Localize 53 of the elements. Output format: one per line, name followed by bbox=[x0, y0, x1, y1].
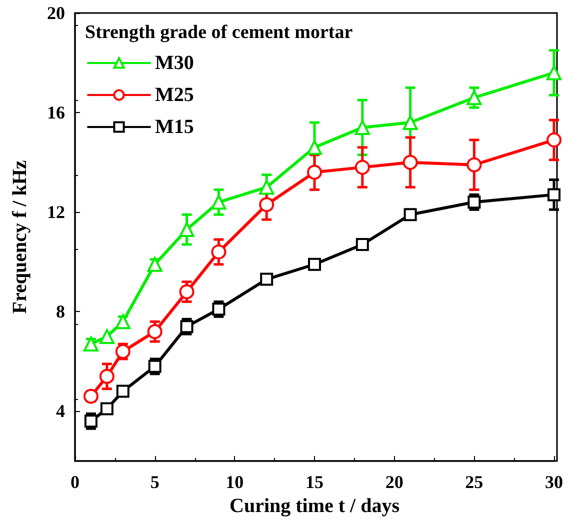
x-tick-label: 0 bbox=[70, 472, 80, 492]
x-tick-label: 25 bbox=[465, 472, 484, 492]
point bbox=[466, 157, 482, 172]
point bbox=[307, 164, 322, 180]
point bbox=[211, 244, 226, 260]
point bbox=[354, 160, 370, 175]
point bbox=[115, 314, 130, 330]
point bbox=[100, 402, 114, 416]
point bbox=[354, 120, 370, 135]
point bbox=[180, 320, 194, 334]
legend-title: Strength grade of cement mortar bbox=[85, 22, 354, 43]
x-tick-label: 10 bbox=[226, 472, 244, 492]
point bbox=[466, 90, 482, 106]
point bbox=[546, 132, 562, 148]
point bbox=[147, 256, 162, 272]
x-tick-label: 30 bbox=[545, 472, 563, 492]
point bbox=[147, 324, 162, 340]
point bbox=[148, 360, 162, 373]
legend-label: M15 bbox=[155, 116, 194, 138]
point bbox=[83, 336, 98, 352]
point bbox=[259, 197, 274, 212]
legend-label: M25 bbox=[155, 84, 194, 106]
x-tick-label: 20 bbox=[385, 472, 404, 492]
y-tick-label: 16 bbox=[47, 102, 65, 123]
y-axis-title: Frequency f / kHz bbox=[9, 160, 31, 314]
point bbox=[84, 414, 98, 428]
y-tick-label: 8 bbox=[56, 302, 65, 322]
point bbox=[99, 368, 114, 384]
point bbox=[307, 140, 322, 155]
point bbox=[259, 180, 274, 195]
point bbox=[211, 194, 226, 210]
point bbox=[548, 188, 560, 202]
point bbox=[212, 302, 226, 316]
x-tick-label: 15 bbox=[306, 472, 324, 492]
point bbox=[179, 284, 194, 300]
x-axis-title: Curing time t / days bbox=[230, 494, 400, 517]
point bbox=[402, 115, 418, 130]
point bbox=[179, 222, 194, 238]
point bbox=[116, 384, 130, 398]
point bbox=[546, 65, 562, 80]
point bbox=[468, 196, 481, 209]
x-tick-label: 5 bbox=[150, 472, 160, 492]
point bbox=[308, 258, 321, 271]
point bbox=[99, 329, 114, 344]
point bbox=[402, 154, 418, 170]
y-tick-label: 12 bbox=[47, 202, 65, 222]
point bbox=[404, 208, 417, 222]
legend-label: M30 bbox=[155, 52, 194, 74]
point bbox=[83, 388, 98, 404]
y-tick-label: 20 bbox=[47, 3, 65, 23]
point bbox=[260, 272, 274, 286]
point bbox=[356, 238, 369, 251]
y-tick-label: 4 bbox=[56, 401, 65, 422]
